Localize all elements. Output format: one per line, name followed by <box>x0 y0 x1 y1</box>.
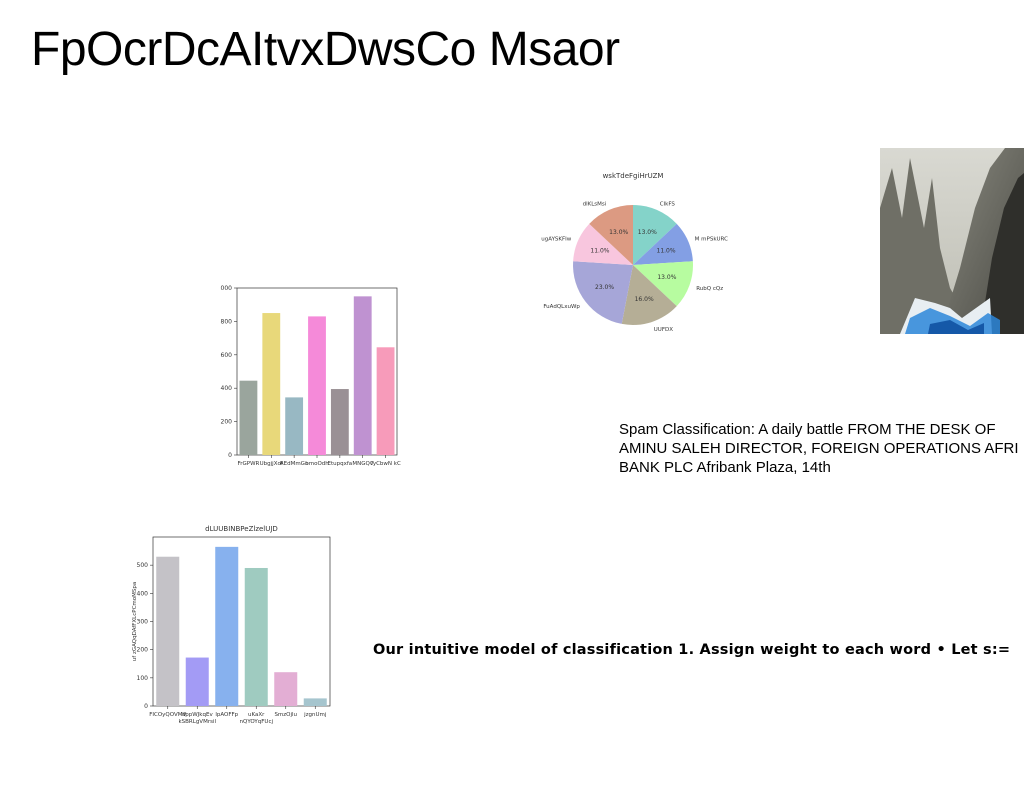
pie-title: wskTdeFgiHrUZM <box>603 172 664 180</box>
bar2-title: dLUUBINBPeZlzelUJD <box>205 525 278 533</box>
pie-slice-label: dlKLsMsi <box>583 201 607 207</box>
bar2-xtick-label: dppWJkqEv <box>182 712 214 718</box>
bar2-xtick-label: FICOyQOVMV <box>149 712 186 718</box>
bar2-ylabel: uf zGAQqDAfFXLcPCmoMSpa <box>132 582 138 661</box>
bar2-bar <box>185 657 209 706</box>
bar1-bar <box>285 397 304 455</box>
bar1-xtick-label: Etupqxfa <box>328 461 353 467</box>
bar1-bar <box>262 313 281 455</box>
pie-slice <box>633 205 677 265</box>
bar2-bar <box>215 546 239 706</box>
classification-model-text: Our intuitive model of classification 1.… <box>373 642 1011 658</box>
bar1-xtick-label: UbgjjXdf <box>260 461 284 467</box>
pie-slice <box>633 261 693 307</box>
pie-percent-label: 13.0% <box>657 274 676 281</box>
pie-slice-label: UUFDX <box>654 327 673 333</box>
bar2-xtick-label: lpAOFFp <box>215 712 238 718</box>
pie-chart: wskTdeFgiHrUZM 13.0% CIkFS 11.0% M mPSkURC 13… <box>540 168 740 368</box>
bar1-ytick-label: 600 <box>221 352 233 359</box>
bar1-xtick-label: MNGQv <box>352 461 373 467</box>
bar1-bar <box>308 316 326 455</box>
bar2-frame <box>152 536 331 707</box>
bar1-xtick-label: TyCbwN kC <box>369 461 401 467</box>
bar2-ytick-label: 500 <box>137 562 149 569</box>
bar2-ytick-label: 0 <box>144 703 148 710</box>
bar-chart-1: 0 200 400 600 800 1000 FrGPWRUbgjjXdfAEdMmGnbm… <box>217 282 410 482</box>
bar1-xtick-label: bmoOdh <box>305 461 329 467</box>
pie-slice-label: FuAdQLxuWp <box>543 304 580 310</box>
pie-percent-label: 13.0% <box>609 229 628 236</box>
slide-title: FpOcrDcAItvxDwsCo Msaor <box>31 23 620 76</box>
bar1-xtick-label: FrGPWR <box>237 461 259 467</box>
bar1-bar <box>239 380 258 455</box>
pie-slice <box>573 223 633 265</box>
bar2-ytick-label: 200 <box>137 647 149 654</box>
bar2-xtick-label: nQYOYqFUcj <box>240 719 274 725</box>
bar1-ytick-label: 0 <box>228 452 232 459</box>
bar2-bar <box>156 556 180 706</box>
pie-slice-label: ugAYSKFIw <box>541 236 572 242</box>
bar2-xtick-label: SmzOjlu <box>274 712 297 718</box>
spam-paragraph: Spam Classification: A daily battle FROM… <box>619 421 1019 476</box>
pie-slice <box>633 223 693 265</box>
bar2-bar <box>274 672 298 706</box>
pie-percent-label: 13.0% <box>638 229 657 236</box>
pie-slice-label: RubQ cQz <box>696 286 723 292</box>
pie-percent-label: 11.0% <box>657 248 676 255</box>
bar2-xtick-label: kSBRLgVMrsil <box>178 719 216 725</box>
pie-slice <box>589 205 633 265</box>
bar1-ytick-label: 800 <box>221 318 233 325</box>
bar2-ytick-label: 300 <box>137 619 149 626</box>
pie-percent-label: 16.0% <box>635 296 654 303</box>
pie-percent-label: 23.0% <box>595 284 614 291</box>
bar1-ytick-label: 200 <box>221 419 233 426</box>
pie-slice-label: CIkFS <box>660 201 676 207</box>
bar1-ytick-label: 400 <box>221 385 233 392</box>
pie-slice-label: M mPSkURC <box>695 236 728 242</box>
bar1-xtick-label: AEdMmGn <box>280 461 309 467</box>
mountain-photo <box>880 148 1024 334</box>
bar2-bar <box>303 698 327 706</box>
bar2-ytick-label: 100 <box>137 675 149 682</box>
bar2-xtick-label: uKaXr <box>248 712 265 718</box>
pie-slice <box>573 261 633 324</box>
bar1-bar <box>330 389 349 455</box>
bar2-xtick-label: jzgnUmj <box>303 712 327 718</box>
bar1-bar <box>353 296 372 455</box>
pie-percent-label: 11.0% <box>590 248 609 255</box>
bar2-ytick-label: 400 <box>137 590 149 597</box>
pie-slice <box>621 265 677 325</box>
bar-chart-2: dLUUBINBPeZlzelUJD uf zGAQqDAfFXLcPCmoMSp… <box>128 522 343 752</box>
bar1-bar <box>376 347 395 455</box>
bar2-bar <box>244 567 268 706</box>
bar1-ytick-label: 1000 <box>220 285 232 292</box>
